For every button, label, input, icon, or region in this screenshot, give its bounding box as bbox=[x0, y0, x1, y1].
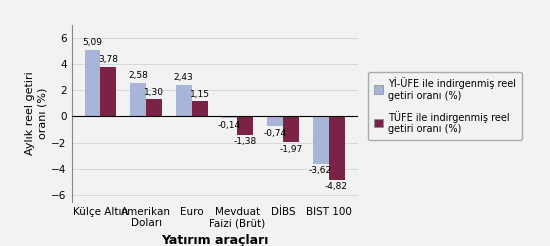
Bar bbox=[267, 116, 283, 126]
Text: 1,15: 1,15 bbox=[190, 90, 210, 99]
X-axis label: Yatırım araçları: Yatırım araçları bbox=[161, 234, 268, 246]
Bar bbox=[130, 83, 146, 116]
Text: 2,58: 2,58 bbox=[128, 71, 148, 80]
Bar bbox=[283, 116, 299, 142]
Text: -4,82: -4,82 bbox=[325, 182, 348, 191]
Bar bbox=[192, 101, 208, 116]
Text: -1,38: -1,38 bbox=[234, 137, 257, 146]
Text: 3,78: 3,78 bbox=[98, 56, 118, 64]
Bar bbox=[312, 116, 328, 164]
Y-axis label: Aylık reel getiri
oranı (%): Aylık reel getiri oranı (%) bbox=[25, 71, 47, 155]
Bar bbox=[237, 116, 253, 135]
Legend: Yİ-ÜFE ile indirgenmiş reel
getiri oranı (%), TÜFE ile indirgenmiş reel
getiri o: Yİ-ÜFE ile indirgenmiş reel getiri oranı… bbox=[368, 72, 522, 140]
Text: 5,09: 5,09 bbox=[82, 38, 102, 47]
Bar bbox=[176, 85, 192, 116]
Bar bbox=[146, 99, 162, 116]
Text: 1,30: 1,30 bbox=[144, 88, 164, 97]
Bar bbox=[221, 116, 237, 118]
Text: -0,74: -0,74 bbox=[263, 128, 287, 138]
Bar bbox=[328, 116, 344, 180]
Text: 2,43: 2,43 bbox=[174, 73, 194, 82]
Bar bbox=[101, 67, 117, 116]
Text: -1,97: -1,97 bbox=[279, 145, 302, 154]
Text: -3,62: -3,62 bbox=[309, 166, 332, 175]
Bar bbox=[85, 50, 101, 116]
Text: -0,14: -0,14 bbox=[218, 121, 241, 130]
